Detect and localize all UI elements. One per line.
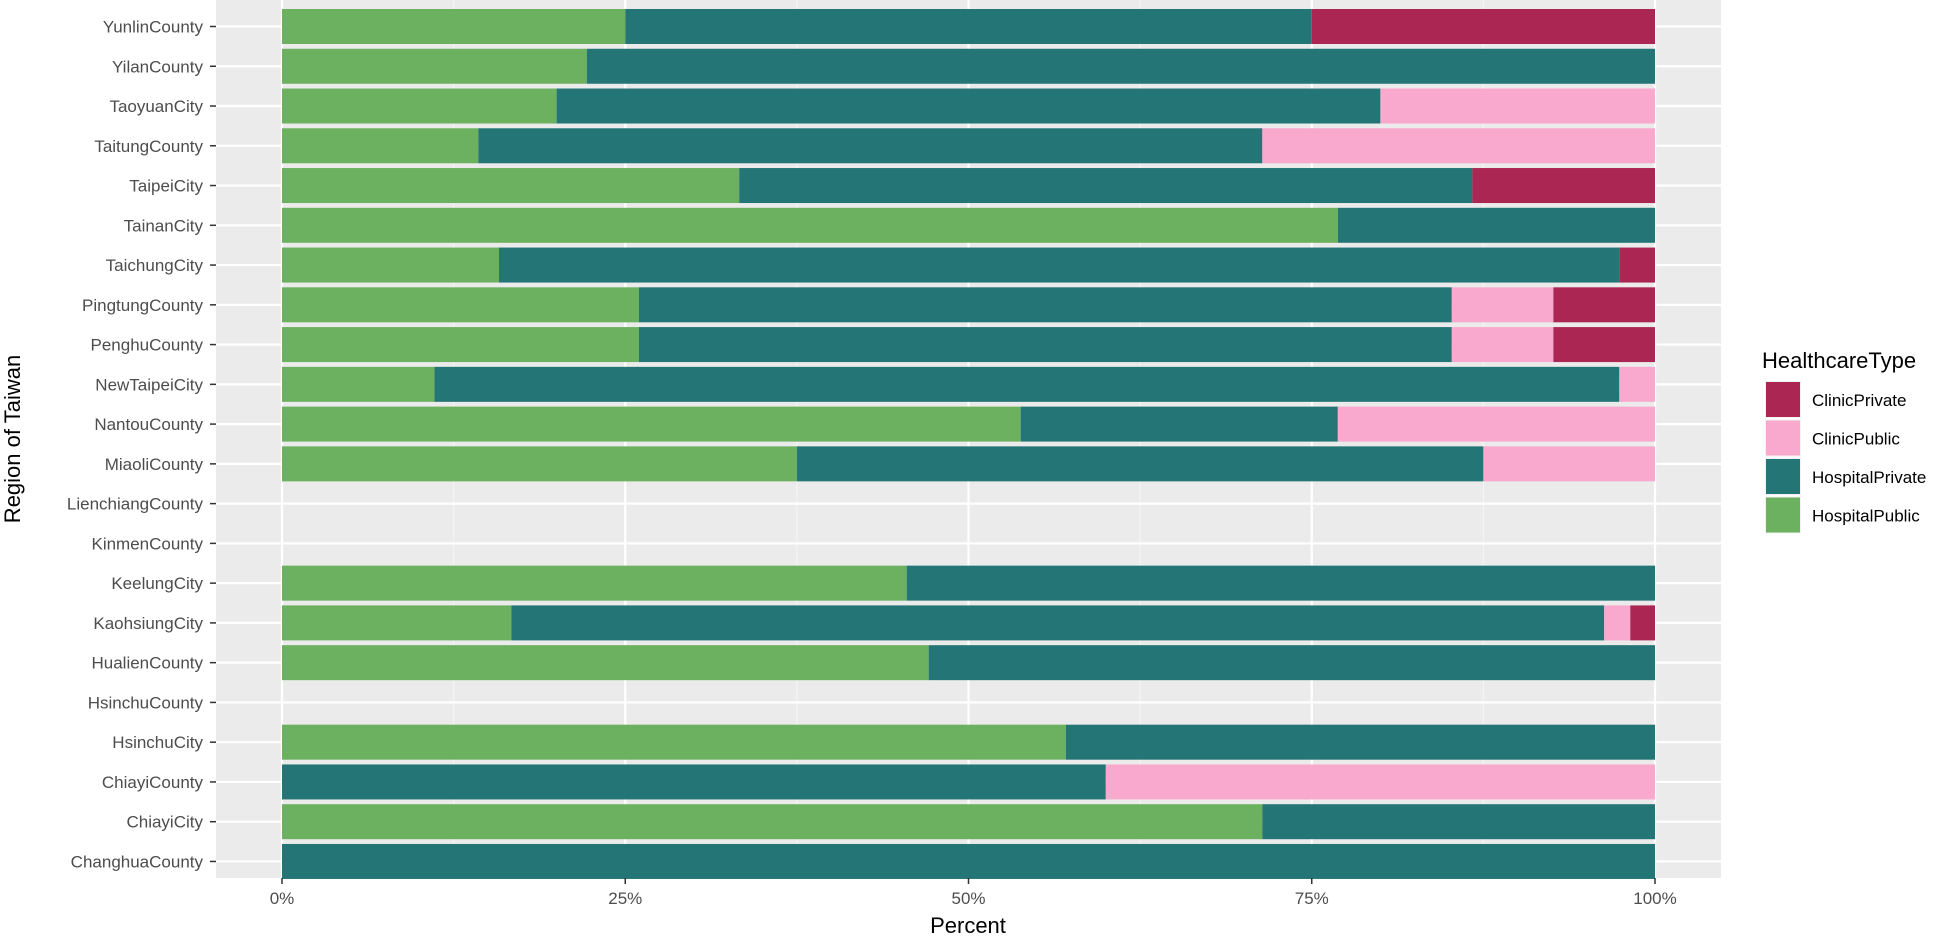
legend-swatch-clinic-public [1766,420,1800,456]
bar-chiayi-city-hospital-public [282,804,1263,840]
bar-nantou-county-hospital-private [1020,406,1338,442]
legend: HealthcareType ClinicPrivate ClinicPublic… [1762,348,1926,534]
x-tick-label: 0% [270,889,295,908]
y-tick-label: KeelungCity [111,574,203,593]
bar-taitung-county-hospital-private [478,128,1263,164]
y-tick-label: ChiayiCity [126,813,203,832]
y-tick-label: ChanghuaCounty [71,852,204,871]
bar-pingtung-county-hospital-private [638,287,1452,323]
bar-taichung-city-hospital-private [498,247,1620,283]
bar-taoyuan-city-hospital-private [556,88,1381,124]
bar-taitung-county-clinic-public [1262,128,1655,164]
bar-changhua-county-hospital-private [282,843,1655,879]
y-tick-label: LienchiangCounty [67,495,204,514]
bar-taipei-city-clinic-private [1472,168,1655,204]
bar-hsinchu-city-hospital-public [282,724,1066,760]
y-tick-label: MiaoliCounty [105,455,204,474]
y-axis: YunlinCounty YilanCounty TaoyuanCity Taitun… [67,18,216,871]
bar-chiayi-county-clinic-public [1105,764,1655,800]
x-tick-label: 50% [951,889,985,908]
y-tick-label: KaohsiungCity [93,614,203,633]
legend-label-clinic-private: ClinicPrivate [1812,391,1906,410]
bar-miaoli-county-hospital-private [796,446,1484,482]
y-tick-label: TainanCity [124,216,204,235]
bar-kaohsiung-city-hospital-private [511,605,1605,641]
y-tick-label: YunlinCounty [103,18,204,37]
y-tick-label: HsinchuCounty [88,693,204,712]
bar-new-taipei-city-hospital-private [434,366,1620,402]
bar-kaohsiung-city-hospital-public [282,605,512,641]
bar-penghu-county-hospital-private [638,327,1452,363]
y-tick-label: PenghuCounty [91,336,204,355]
bar-yunlin-county-hospital-private [625,9,1312,44]
bar-hsinchu-city-hospital-private [1065,724,1655,760]
bar-keelung-city-hospital-public [282,565,907,601]
y-tick-label: ChiayiCounty [102,773,204,792]
bar-kaohsiung-city-clinic-private [1630,605,1655,641]
y-axis-title: Region of Taiwan [0,355,25,523]
legend-title: HealthcareType [1762,348,1916,373]
bar-miaoli-county-hospital-public [282,446,797,482]
y-tick-label: HsinchuCity [112,733,203,752]
bar-kaohsiung-city-clinic-public [1604,605,1631,641]
bar-layer [282,9,1655,879]
y-tick-label: KinmenCounty [91,534,203,553]
y-tick-label: TaichungCity [106,256,204,275]
bar-taoyuan-city-hospital-public [282,88,557,124]
y-tick-label: NantouCounty [94,415,203,434]
bar-pingtung-county-clinic-public [1451,287,1554,323]
bar-penghu-county-clinic-public [1451,327,1554,363]
bar-yilan-county-hospital-private [586,48,1655,84]
bar-nantou-county-hospital-public [282,406,1021,442]
bar-taichung-city-clinic-private [1619,247,1655,283]
bar-taitung-county-hospital-public [282,128,479,164]
legend-label-clinic-public: ClinicPublic [1812,430,1900,449]
x-axis-title: Percent [930,913,1006,938]
y-tick-label: HualienCounty [91,654,203,673]
bar-yilan-county-hospital-public [282,48,587,84]
legend-label-hospital-private: HospitalPrivate [1812,468,1926,487]
bar-tainan-city-hospital-private [1337,207,1655,243]
legend-swatch-hospital-private [1766,459,1800,494]
y-tick-label: TaoyuanCity [109,97,203,116]
bar-taichung-city-hospital-public [282,247,499,283]
bar-new-taipei-city-clinic-public [1619,366,1655,402]
bar-hualien-county-hospital-public [282,645,929,681]
bar-penghu-county-hospital-public [282,327,639,363]
x-tick-label: 75% [1295,889,1329,908]
bar-new-taipei-city-hospital-public [282,366,435,402]
bar-hualien-county-hospital-private [928,645,1655,681]
bar-nantou-county-clinic-public [1337,406,1655,442]
y-tick-label: NewTaipeiCity [95,375,203,394]
x-tick-label: 100% [1633,889,1676,908]
bar-chiayi-city-hospital-private [1262,804,1655,840]
y-tick-label: YilanCounty [112,57,204,76]
bar-taipei-city-hospital-private [739,168,1473,204]
bar-keelung-city-hospital-private [906,565,1655,601]
bar-chiayi-county-hospital-private [282,764,1106,800]
bar-penghu-county-clinic-private [1553,327,1655,363]
x-axis: 0% 25% 50% 75% 100% [270,878,1677,908]
y-tick-label: TaitungCounty [94,137,203,156]
bar-taoyuan-city-clinic-public [1380,88,1655,124]
legend-label-hospital-public: HospitalPublic [1812,507,1920,526]
legend-swatch-hospital-public [1766,497,1800,533]
bar-miaoli-county-clinic-public [1483,446,1655,482]
y-tick-label: TaipeiCity [129,177,203,196]
bar-taipei-city-hospital-public [282,168,740,204]
bar-pingtung-county-hospital-public [282,287,639,323]
bar-pingtung-county-clinic-private [1553,287,1655,323]
legend-swatch-clinic-private [1766,382,1800,417]
bar-yunlin-county-hospital-public [282,9,626,44]
y-tick-label: PingtungCounty [82,296,203,315]
bar-tainan-city-hospital-public [282,207,1338,243]
bar-yunlin-county-clinic-private [1311,9,1655,44]
x-tick-label: 25% [608,889,642,908]
